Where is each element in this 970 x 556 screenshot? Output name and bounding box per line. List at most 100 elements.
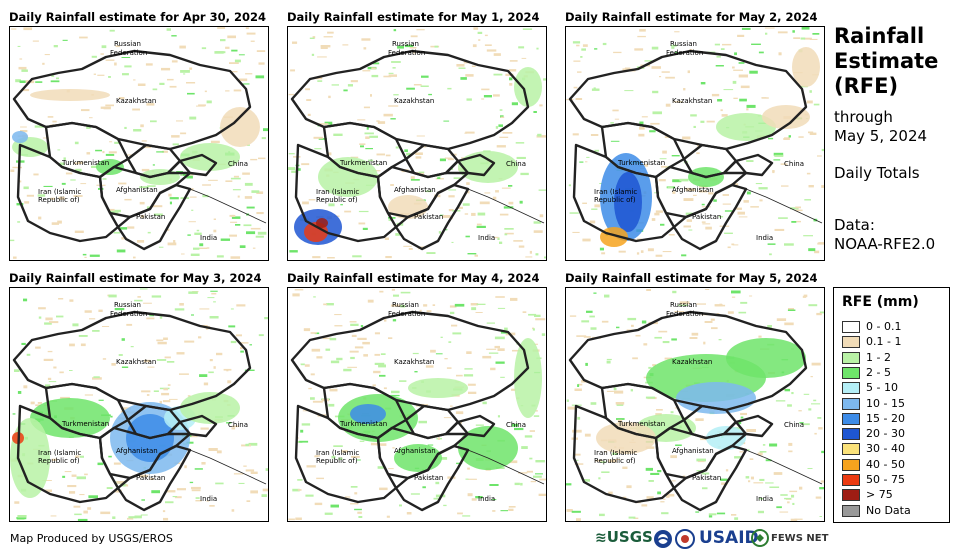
rain-speckle	[665, 103, 671, 107]
rain-speckle	[183, 73, 186, 75]
rain-speckle	[167, 78, 174, 81]
rain-speckle	[190, 253, 200, 256]
rain-speckle	[238, 482, 245, 484]
rain-speckle	[291, 170, 298, 173]
rain-speckle	[115, 45, 120, 48]
rain-speckle	[719, 303, 723, 305]
rain-speckle	[243, 224, 252, 227]
rain-speckle	[572, 429, 582, 433]
rain-speckle	[341, 450, 348, 453]
rain-speckle	[226, 422, 232, 424]
rain-speckle	[791, 221, 797, 223]
country-border	[294, 404, 398, 504]
rain-speckle	[239, 342, 249, 344]
rain-speckle	[208, 371, 214, 374]
rain-speckle	[765, 482, 774, 484]
map-label-turkmenistan: Turkmenistan	[61, 420, 109, 428]
map-label-russia2: Federation	[666, 310, 703, 318]
rain-speckle	[244, 369, 255, 371]
rain-speckle	[187, 395, 191, 397]
rain-speckle	[574, 463, 584, 465]
rain-speckle	[500, 331, 508, 334]
rain-speckle	[347, 84, 353, 87]
rain-speckle	[474, 254, 478, 257]
map-label-iran2: Republic of)	[38, 457, 80, 465]
rain-speckle	[288, 93, 295, 96]
rain-speckle	[659, 158, 667, 160]
rain-speckle	[179, 303, 184, 306]
rain-speckle	[479, 201, 490, 205]
rain-speckle	[638, 133, 645, 137]
rain-speckle	[738, 421, 742, 425]
rain-speckle	[593, 87, 596, 90]
rain-speckle	[483, 95, 492, 98]
map-label-turkmenistan: Turkmenistan	[617, 159, 665, 167]
rain-area	[30, 89, 110, 101]
country-border	[467, 188, 545, 224]
rain-speckle	[674, 407, 678, 409]
rain-speckle	[576, 44, 580, 47]
rain-speckle	[72, 323, 79, 327]
rain-speckle	[573, 86, 578, 89]
rain-speckle	[52, 120, 57, 123]
map-label-iran: Iran (Islamic	[316, 449, 359, 457]
rain-area	[792, 47, 820, 87]
rain-speckle	[773, 159, 781, 161]
rain-speckle	[237, 195, 240, 198]
rain-speckle	[494, 345, 500, 349]
rain-speckle	[566, 509, 573, 512]
rain-speckle	[511, 423, 518, 427]
rain-speckle	[662, 341, 670, 344]
rain-speckle	[448, 189, 457, 191]
rain-speckle	[317, 56, 327, 58]
rain-speckle	[784, 388, 790, 392]
rain-speckle	[788, 135, 791, 138]
rain-speckle	[246, 32, 256, 35]
rain-speckle	[262, 488, 268, 492]
rain-speckle	[633, 517, 639, 519]
rain-speckle	[779, 511, 789, 513]
rain-speckle	[543, 78, 546, 81]
rain-speckle	[166, 28, 171, 31]
rain-speckle	[670, 455, 677, 459]
rain-speckle	[17, 45, 21, 47]
country-border	[394, 183, 470, 251]
rain-speckle	[515, 142, 525, 144]
map-label-turkmenistan: Turkmenistan	[617, 420, 665, 428]
rain-speckle	[48, 381, 57, 383]
rain-speckle	[499, 136, 509, 138]
rain-speckle	[577, 384, 580, 387]
rain-speckle	[732, 80, 737, 84]
rain-speckle	[162, 150, 168, 153]
rain-speckle	[568, 184, 571, 187]
rain-speckle	[492, 510, 496, 512]
rain-speckle	[700, 120, 705, 123]
rain-speckle	[314, 148, 322, 150]
rain-speckle	[42, 62, 45, 65]
rain-speckle	[658, 330, 668, 333]
rain-speckle	[209, 316, 219, 319]
rain-speckle	[215, 482, 224, 485]
rain-speckle	[439, 158, 446, 162]
map-label-russia: Russian	[392, 40, 419, 48]
rain-speckle	[168, 193, 172, 197]
rain-speckle	[144, 145, 152, 149]
rain-area	[30, 398, 110, 438]
rain-speckle	[166, 361, 175, 363]
rain-speckle	[69, 370, 73, 371]
rain-speckle	[151, 295, 162, 298]
rain-speckle	[696, 458, 706, 462]
panel-title-may3: Daily Rainfall estimate for May 3, 2024	[9, 271, 262, 285]
rain-speckle	[134, 299, 143, 302]
rain-speckle	[772, 170, 775, 173]
rain-speckle	[733, 69, 743, 71]
rain-speckle	[496, 467, 505, 469]
rfe-title: Rainfall Estimate (RFE)	[834, 24, 938, 99]
rain-speckle	[330, 504, 339, 508]
rain-speckle	[784, 322, 794, 326]
rain-layer	[566, 289, 824, 521]
rain-speckle	[208, 448, 218, 451]
rain-speckle	[465, 478, 469, 480]
rain-speckle	[601, 252, 606, 255]
